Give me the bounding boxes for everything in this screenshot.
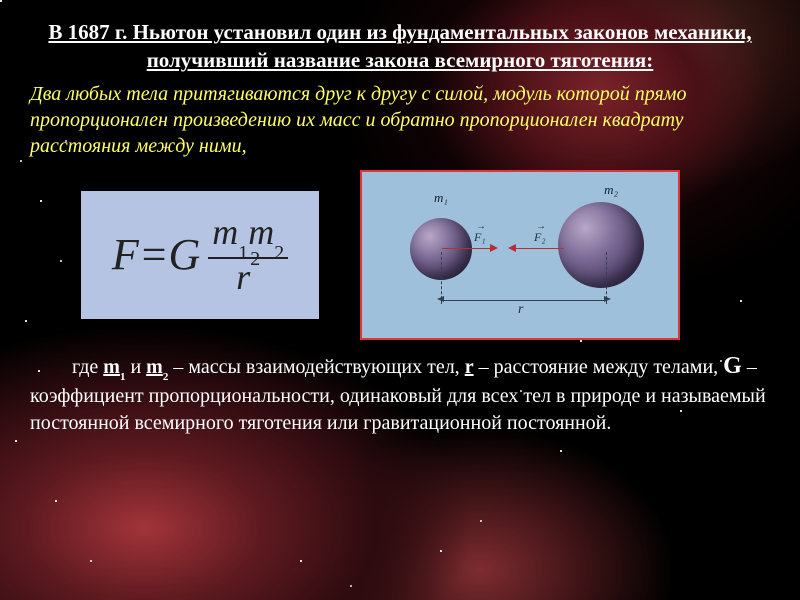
mass-label-1: m₁	[434, 190, 448, 206]
exp-g: G	[723, 353, 742, 379]
mass-label-2: m₂	[604, 182, 618, 198]
den-exp: 2	[250, 248, 260, 270]
dist-arrow-left-icon	[437, 296, 444, 302]
arrow-left-icon	[508, 244, 516, 252]
formula-g: G	[169, 229, 201, 280]
exp-and: и	[125, 356, 146, 378]
distance-label: r	[518, 302, 523, 318]
exp-m2: m	[146, 356, 163, 378]
exp-r: r	[465, 356, 474, 378]
exp-s1: 1	[120, 371, 126, 383]
formula-eq: =	[139, 229, 169, 280]
num-m1: m	[212, 212, 238, 252]
slide-title: В 1687 г. Ньютон установил один из фунда…	[30, 18, 770, 75]
exp-s2: 2	[163, 371, 169, 383]
body-sphere-2	[558, 202, 644, 288]
force-label-2: F₂	[534, 230, 546, 244]
arrow-right-icon	[490, 244, 498, 252]
exp-dist: – расстояние между телами,	[474, 356, 724, 378]
force-label-1: F₁	[474, 230, 486, 244]
formula-box: F = G m1m2 r2	[80, 190, 320, 320]
explanation-text: где m1 и m2 – массы взаимодействующих те…	[30, 350, 770, 437]
force-vector-1	[442, 248, 492, 249]
dist-arrow-right-icon	[604, 296, 611, 302]
num-s2: 2	[274, 242, 284, 264]
num-s1: 1	[238, 242, 248, 264]
bodies-diagram: m₁ m₂ F₁ F₂ r	[360, 170, 680, 340]
exp-m1: m	[103, 356, 120, 378]
force-vector-2	[514, 248, 564, 249]
num-m2: m	[248, 212, 274, 252]
formula-lhs: F	[112, 229, 139, 280]
exp-masses: – массы взаимодействующих тел,	[168, 356, 464, 378]
gravitation-formula: F = G m1m2 r2	[112, 214, 288, 295]
law-statement: Два любых тела притягиваются друг к друг…	[30, 81, 770, 160]
exp-pre: где	[72, 356, 103, 378]
distance-line	[441, 300, 606, 301]
